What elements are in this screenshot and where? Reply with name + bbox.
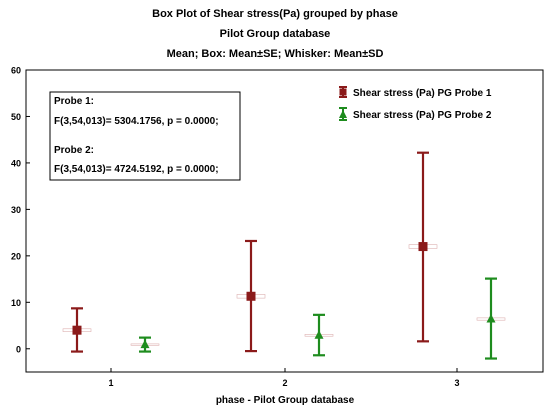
x-tick-label-1: 1 bbox=[108, 378, 113, 388]
probe2-phase-2-mean-marker bbox=[314, 330, 324, 339]
y-tick-label-2: 20 bbox=[11, 251, 21, 261]
legend: Shear stress (Pa) PG Probe 1 Shear stres… bbox=[339, 86, 492, 121]
chart-subtitle-2: Mean; Box: Mean±SE; Whisker: Mean±SD bbox=[167, 48, 384, 60]
stats-annotation: Probe 1: F(3,54,013)= 5304.1756, p = 0.0… bbox=[49, 91, 241, 181]
annotation-probe1-stats: F(3,54,013)= 5304.1756, p = 0.0000; bbox=[54, 116, 219, 127]
legend-probe2-triangle-icon bbox=[339, 110, 347, 118]
series-probe-2 bbox=[130, 277, 506, 360]
y-tick-label-5: 50 bbox=[11, 112, 21, 122]
chart-subtitle: Pilot Group database bbox=[220, 28, 331, 40]
stats-annotation-box bbox=[49, 91, 241, 181]
legend-item-probe-1[interactable]: Shear stress (Pa) PG Probe 1 bbox=[339, 86, 492, 99]
series-probe-1 bbox=[62, 151, 438, 353]
annotation-probe2-label: Probe 2: bbox=[54, 145, 94, 156]
y-tick-label-6: 60 bbox=[11, 66, 21, 76]
y-tick-label-4: 40 bbox=[11, 158, 21, 168]
y-tick-label-0: 0 bbox=[16, 344, 21, 354]
annotation-probe1-label: Probe 1: bbox=[54, 96, 94, 107]
legend-item-probe-2[interactable]: Shear stress (Pa) PG Probe 2 bbox=[339, 107, 492, 121]
probe1-phase-1-mean-marker bbox=[72, 325, 82, 335]
series-layer bbox=[62, 151, 506, 360]
x-axis-title: phase - Pilot Group database bbox=[216, 395, 355, 406]
probe2-phase-3-mean-marker bbox=[486, 314, 496, 323]
legend-probe2-label: Shear stress (Pa) PG Probe 2 bbox=[353, 110, 492, 121]
y-tick-label-3: 30 bbox=[11, 205, 21, 215]
x-axis: 1 2 3 bbox=[108, 368, 460, 388]
legend-probe1-label: Shear stress (Pa) PG Probe 1 bbox=[353, 88, 492, 99]
annotation-probe2-stats: F(3,54,013)= 4724.5192, p = 0.0000; bbox=[54, 164, 219, 175]
legend-probe1-square-icon bbox=[339, 88, 347, 96]
y-axis: 0 10 20 30 40 50 60 bbox=[11, 66, 30, 354]
probe1-phase-3-mean-marker bbox=[418, 242, 428, 252]
x-tick-label-2: 2 bbox=[282, 378, 287, 388]
probe1-phase-2-mean-marker bbox=[246, 291, 256, 301]
probe2-phase-1-mean-marker bbox=[140, 339, 150, 349]
chart-title: Box Plot of Shear stress(Pa) grouped by … bbox=[152, 8, 398, 20]
x-tick-label-3: 3 bbox=[454, 378, 459, 388]
y-tick-label-1: 10 bbox=[11, 298, 21, 308]
